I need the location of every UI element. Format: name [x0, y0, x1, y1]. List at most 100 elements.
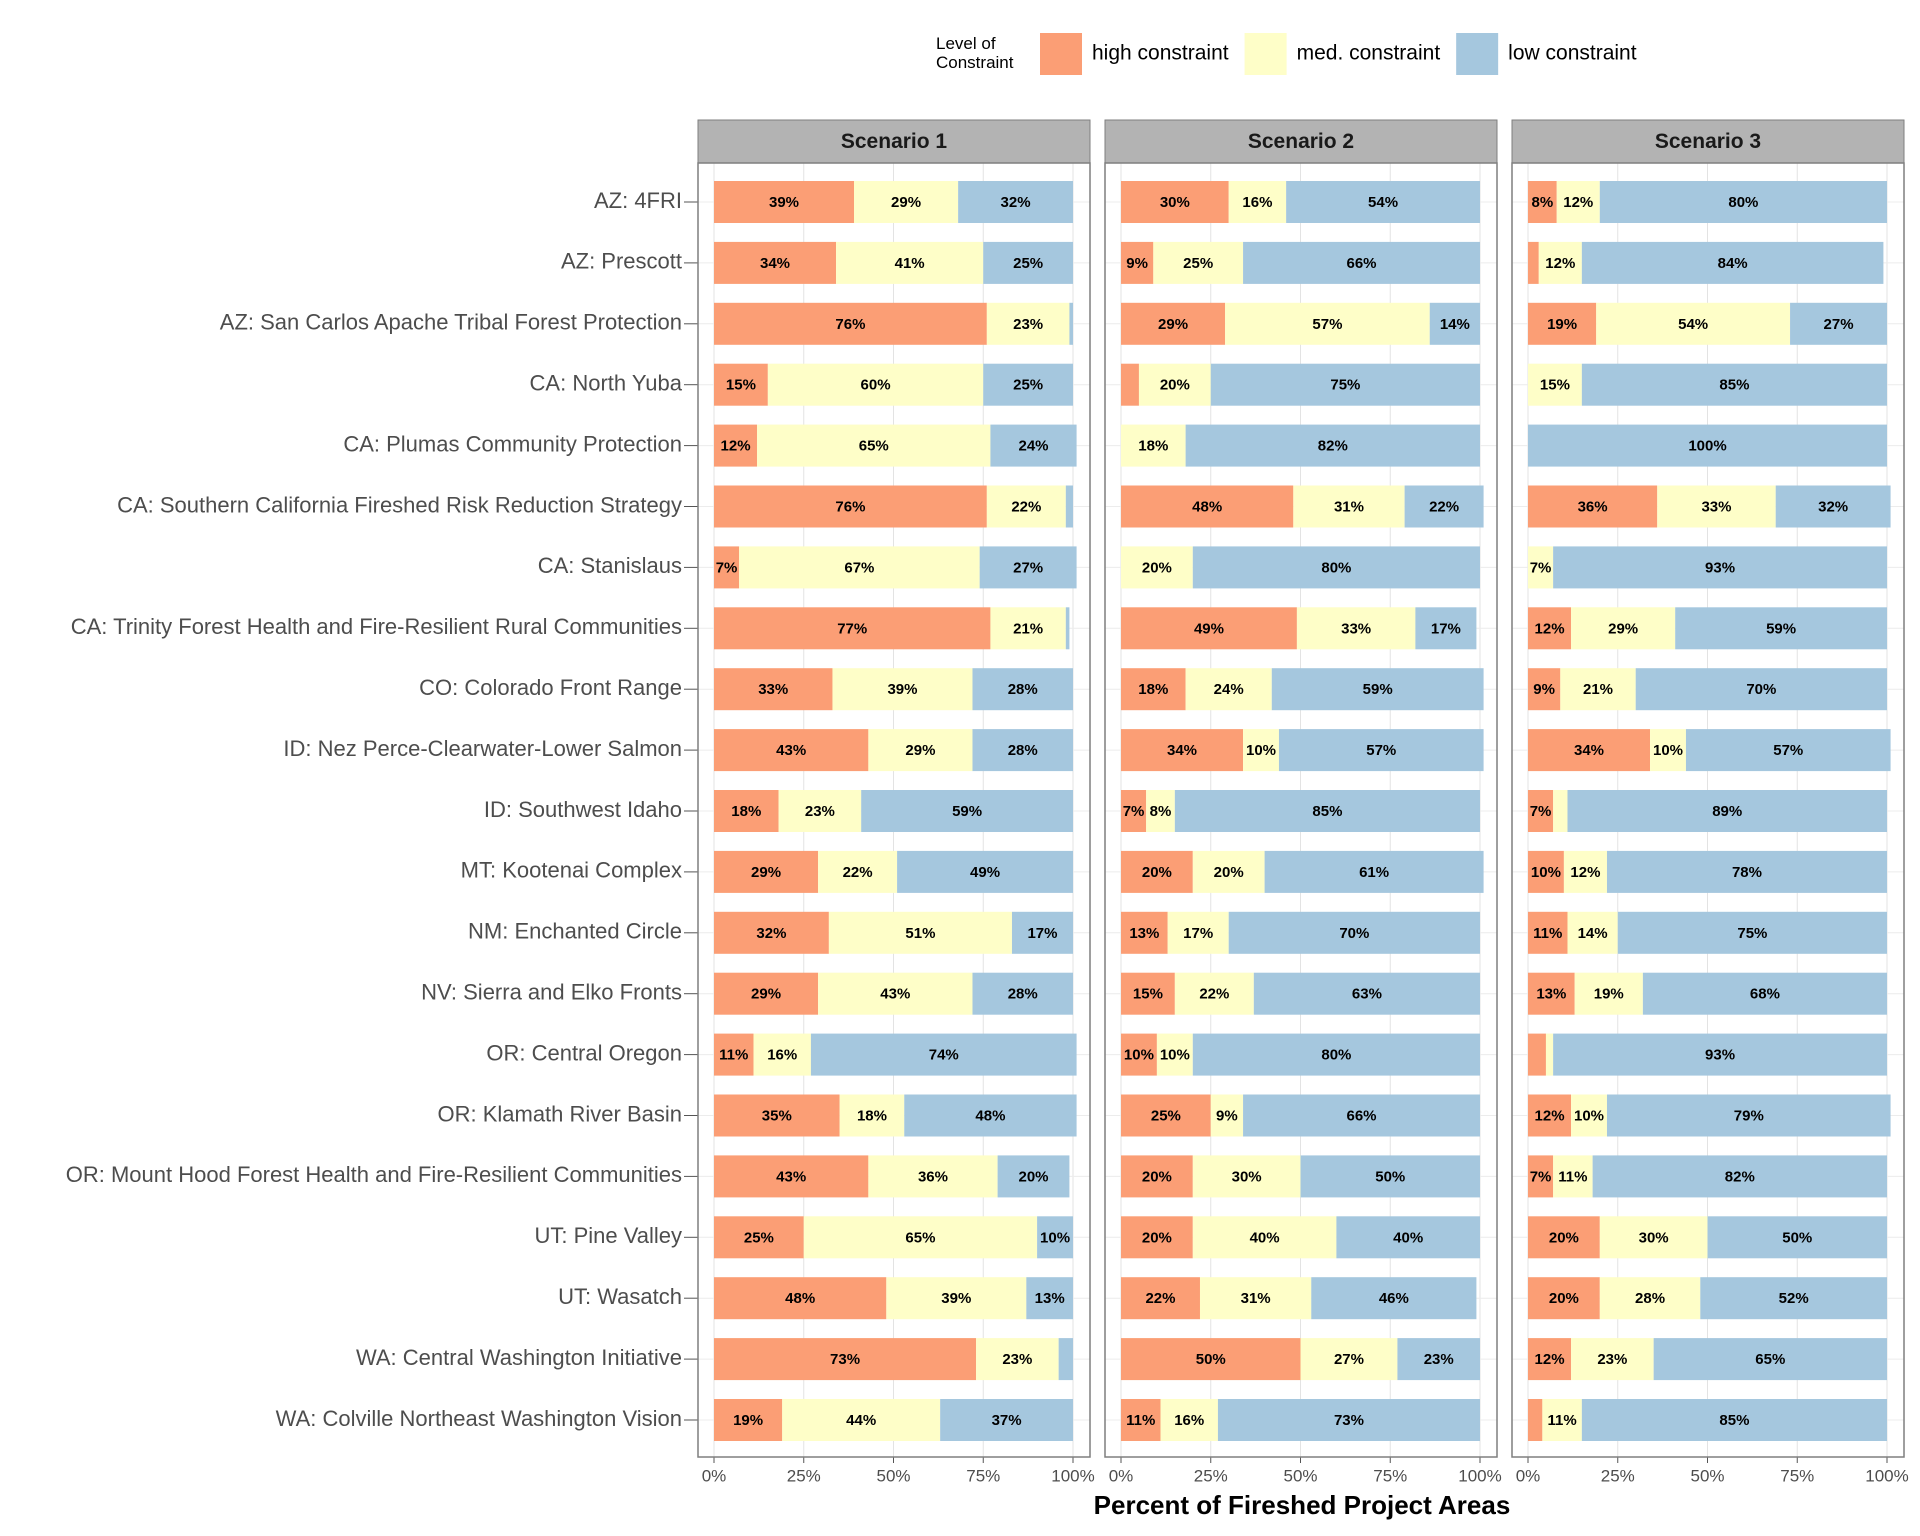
- bar-segment: [1286, 181, 1480, 223]
- bar-segment: [1065, 607, 1070, 650]
- bar-segment: [1253, 972, 1480, 1015]
- bar-segment: [714, 546, 740, 589]
- bar-segment: [1192, 1216, 1337, 1259]
- value-label: 66%: [1347, 255, 1377, 272]
- bar-segment: [1300, 1155, 1480, 1198]
- bar-segment: [986, 485, 1066, 528]
- value-label: 48%: [975, 1107, 1005, 1124]
- value-label: 19%: [1594, 986, 1624, 1003]
- bar-segment: [1606, 1094, 1891, 1137]
- value-label: 13%: [1536, 986, 1566, 1003]
- bar-segment: [1217, 1399, 1480, 1441]
- x-tick-label: 100%: [1458, 1466, 1501, 1485]
- bar-segment: [1397, 1338, 1480, 1381]
- value-label: 29%: [751, 864, 781, 881]
- value-label: 84%: [1718, 255, 1748, 272]
- value-label: 79%: [1734, 1107, 1764, 1124]
- bar-segment: [1581, 241, 1884, 284]
- bar-segment: [1574, 972, 1643, 1015]
- legend-label: high constraint: [1092, 42, 1229, 65]
- value-label: 16%: [1174, 1412, 1204, 1429]
- legend-label: med. constraint: [1297, 42, 1441, 65]
- value-label: 29%: [905, 742, 935, 759]
- value-label: 52%: [1779, 1290, 1809, 1307]
- bar-segment: [1296, 607, 1416, 650]
- bar-segment: [1635, 668, 1887, 711]
- value-label: 89%: [1712, 803, 1742, 820]
- value-label: 25%: [1151, 1107, 1181, 1124]
- y-tick-label: WA: Central Washington Initiative: [356, 1345, 682, 1370]
- bar-segment: [1528, 1216, 1600, 1259]
- bar-segment: [1404, 485, 1484, 528]
- bar-segment: [1675, 607, 1887, 650]
- value-label: 43%: [776, 742, 806, 759]
- value-label: 20%: [1142, 1168, 1172, 1185]
- bar-segment: [1606, 850, 1887, 893]
- value-label: 25%: [1183, 255, 1213, 272]
- value-label: 82%: [1725, 1168, 1755, 1185]
- x-tick-label: 0%: [1516, 1466, 1541, 1485]
- value-label: 11%: [719, 1047, 748, 1064]
- strip: [1104, 119, 1498, 164]
- value-label: 18%: [857, 1107, 887, 1124]
- value-label: 11%: [1558, 1168, 1587, 1185]
- value-label: 32%: [1818, 498, 1848, 515]
- bar-segment: [714, 850, 819, 893]
- bar-segment: [714, 1277, 887, 1320]
- value-label: 11%: [1548, 1412, 1577, 1429]
- value-label: 20%: [1142, 864, 1172, 881]
- bar-segment: [861, 790, 1073, 832]
- value-label: 28%: [1008, 986, 1038, 1003]
- value-label: 23%: [1002, 1351, 1032, 1368]
- bar-segment: [1571, 1094, 1607, 1137]
- bar-segment: [714, 181, 855, 223]
- bar-segment: [1775, 485, 1891, 528]
- value-label: 25%: [1013, 377, 1043, 394]
- value-label: 12%: [1563, 194, 1593, 211]
- bar-segment: [868, 729, 973, 772]
- bar-segment: [1121, 607, 1297, 650]
- bar-segment: [1153, 241, 1244, 284]
- bar-segment: [1228, 181, 1287, 223]
- value-label: 23%: [1597, 1351, 1627, 1368]
- value-label: 10%: [1246, 742, 1276, 759]
- bar-segment: [1185, 424, 1480, 467]
- value-label: 73%: [1334, 1412, 1364, 1429]
- legend-swatch: [1040, 33, 1082, 75]
- bar-segment: [868, 1155, 998, 1198]
- value-label: 61%: [1359, 864, 1389, 881]
- bar-segment: [1192, 1155, 1301, 1198]
- bar-segment: [1026, 1277, 1073, 1320]
- bar-segment: [1581, 1399, 1887, 1441]
- value-label: 23%: [805, 803, 835, 820]
- bar-segment: [757, 424, 991, 467]
- bar-segment: [1528, 363, 1582, 406]
- value-label: 36%: [1578, 498, 1608, 515]
- bar-segment: [990, 424, 1077, 467]
- panel-border: [1511, 162, 1905, 1458]
- bar-segment: [1528, 424, 1887, 467]
- value-label: 82%: [1318, 438, 1348, 455]
- bar-segment: [714, 302, 987, 345]
- y-tick-label: CA: Stanislaus: [538, 553, 682, 578]
- value-label: 59%: [1363, 681, 1393, 698]
- value-label: 18%: [731, 803, 761, 820]
- value-label: 20%: [1142, 559, 1172, 576]
- bar-segment: [739, 546, 980, 589]
- bar-segment: [1790, 302, 1887, 345]
- bar-segment: [1011, 911, 1073, 954]
- bar-segment: [1121, 790, 1147, 832]
- y-tick-label: OR: Klamath River Basin: [437, 1101, 682, 1126]
- y-tick-label: CA: Plumas Community Protection: [343, 431, 682, 456]
- bar-segment: [1121, 850, 1193, 893]
- value-label: 9%: [1126, 255, 1148, 272]
- x-tick-label: 25%: [1194, 1466, 1228, 1485]
- value-label: 39%: [769, 194, 799, 211]
- value-label: 20%: [1142, 1229, 1172, 1246]
- value-label: 49%: [970, 864, 1000, 881]
- bar-segment: [714, 911, 829, 954]
- value-label: 68%: [1750, 986, 1780, 1003]
- value-label: 29%: [1158, 316, 1188, 333]
- value-label: 46%: [1379, 1290, 1409, 1307]
- bar-segment: [767, 363, 984, 406]
